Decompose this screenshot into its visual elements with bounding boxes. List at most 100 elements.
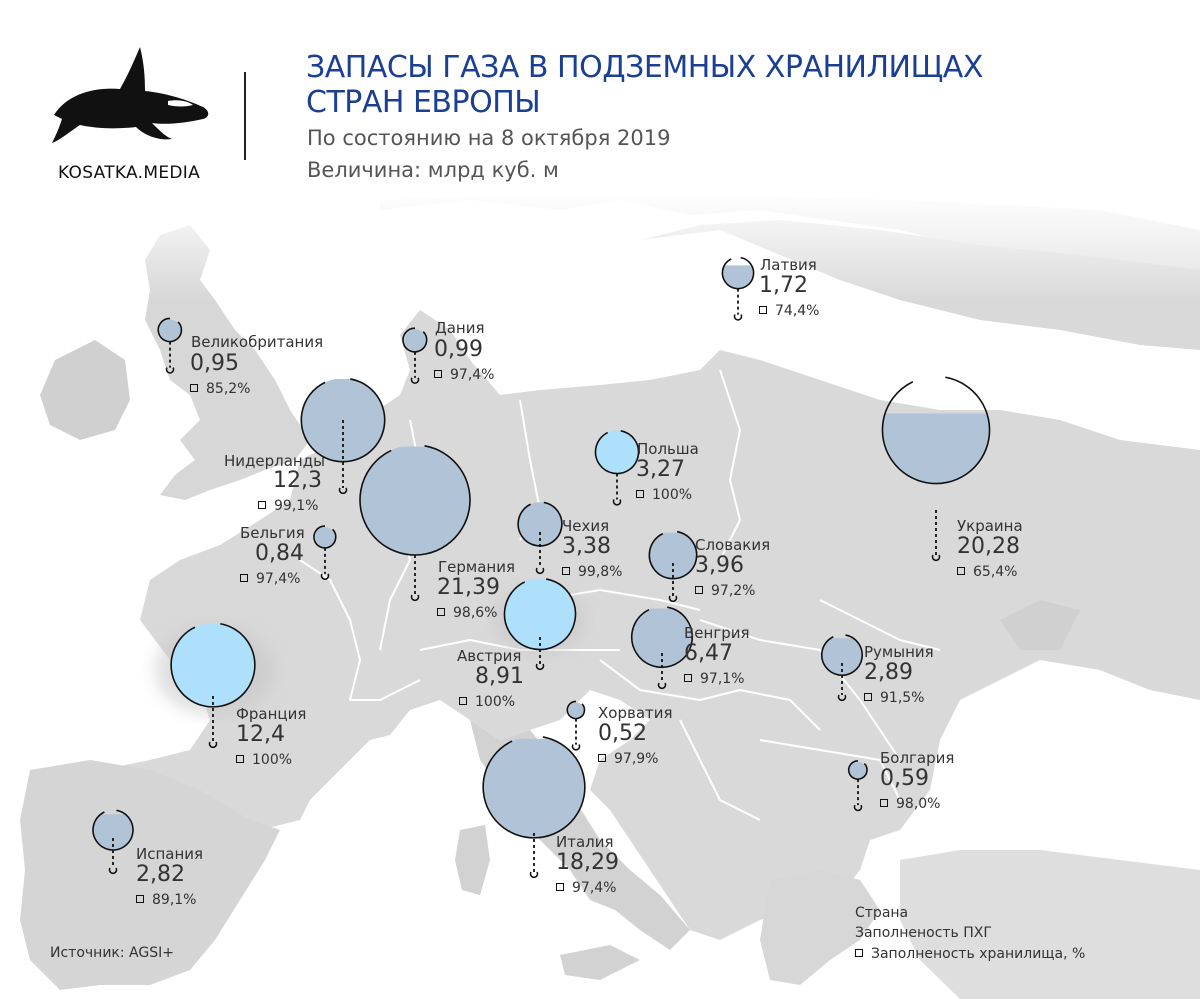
land-ireland	[40, 340, 130, 440]
country-name-italy: Италия	[556, 833, 614, 851]
country-name-austria: Австрия	[457, 647, 522, 665]
bubble-outline-italy	[482, 735, 586, 839]
country-name-poland: Польша	[637, 440, 699, 458]
borders	[299, 369, 941, 821]
land-greece	[760, 870, 880, 985]
fill-percent-text: 100%	[652, 487, 693, 503]
country-name-croatia: Хорватия	[598, 704, 673, 722]
fill-percent-text: 85,2%	[206, 381, 251, 397]
bubble-fill-belgium	[315, 527, 335, 547]
country-fill-belgium: 97,4%	[240, 571, 300, 587]
land-crimea	[1000, 600, 1080, 650]
fill-square-icon	[880, 799, 888, 807]
country-name-netherlands: Нидерланды	[224, 452, 325, 470]
bubble-outline-spain	[92, 809, 134, 851]
country-fill-france: 100%	[236, 752, 292, 768]
bubble-outline-austria	[503, 577, 577, 651]
bubble-fill-croatia	[568, 702, 584, 718]
fill-percent-text: 97,4%	[572, 880, 617, 896]
country-name-denmark: Дания	[435, 319, 485, 337]
bubble-fill-poland	[595, 430, 639, 474]
country-fill-germany: 98,6%	[437, 605, 497, 621]
legend-value: Заполненость ПХГ	[855, 925, 992, 941]
brand-name: KOSATKA.MEDIA	[58, 163, 201, 183]
anchor-belgium	[320, 573, 330, 580]
anchor-uk	[165, 367, 175, 374]
bubble-outline-belgium	[313, 525, 337, 549]
country-value-spain: 2,82	[136, 862, 185, 887]
bubble-outline-ukraine	[881, 375, 991, 485]
fill-percent-text: 91,5%	[880, 690, 925, 706]
country-name-france: Франция	[236, 705, 307, 723]
country-fill-romania: 91,5%	[864, 690, 924, 706]
fill-square-icon	[759, 306, 767, 314]
country-fill-czechia: 99,8%	[562, 564, 622, 580]
country-fill-poland: 100%	[636, 487, 692, 503]
country-value-belgium: 0,84	[255, 541, 304, 566]
bubble-outline-romania	[820, 633, 864, 677]
country-fill-italy: 97,4%	[556, 880, 616, 896]
country-value-netherlands: 12,3	[273, 468, 322, 493]
fill-square-icon	[459, 697, 467, 705]
country-value-latvia: 1,72	[759, 273, 808, 298]
country-name-czechia: Чехия	[562, 517, 610, 535]
fill-percent-text: 98,6%	[453, 605, 498, 621]
country-value-germany: 21,39	[437, 575, 500, 600]
fill-percent-text: 97,2%	[711, 583, 756, 599]
anchor-hungary	[657, 682, 667, 690]
bubble-croatia	[566, 700, 586, 720]
fill-percent-text: 65,4%	[973, 564, 1018, 580]
country-value-ukraine: 20,28	[957, 534, 1020, 559]
country-fill-croatia: 97,9%	[598, 751, 658, 767]
storage-markers	[92, 256, 991, 879]
anchor-bulgaria	[853, 804, 863, 812]
bubble-outline-uk	[157, 317, 183, 343]
legend-country: Страна	[855, 905, 909, 921]
country-value-slovakia: 3,96	[695, 553, 744, 578]
country-fill-slovakia: 97,2%	[695, 583, 755, 599]
bubble-outline-bulgaria	[847, 760, 868, 780]
anchor-poland	[612, 499, 622, 506]
legend-square-icon	[855, 949, 863, 957]
fill-percent-text: 89,1%	[152, 892, 197, 908]
bubble-outline-slovakia	[648, 530, 698, 580]
country-name-germany: Германия	[438, 558, 515, 576]
fill-percent-text: 99,1%	[274, 498, 319, 514]
subtitle-unit: Величина: млрд куб. м	[307, 158, 559, 182]
bubble-uk	[157, 317, 183, 343]
land-turkey	[900, 850, 1200, 999]
bubble-fill-italy	[483, 738, 585, 838]
anchor-ukraine	[931, 554, 941, 562]
fill-percent-text: 99,8%	[578, 564, 623, 580]
fill-square-icon	[562, 567, 570, 575]
bubble-outline-germany	[359, 444, 471, 556]
bubble-outline-poland	[594, 429, 640, 475]
legend-percent-text: Заполненость хранилища, %	[871, 946, 1086, 962]
header-divider	[244, 72, 246, 160]
country-name-bulgaria: Болгария	[880, 749, 955, 767]
fill-percent-text: 97,4%	[450, 367, 495, 383]
country-value-italy: 18,29	[556, 850, 619, 875]
country-name-romania: Румыния	[864, 643, 934, 661]
anchor-romania	[837, 694, 847, 702]
bubble-outline-croatia	[566, 700, 586, 720]
bubble-fill-uk	[159, 319, 181, 341]
bubble-outline-denmark	[402, 327, 428, 353]
country-fill-bulgaria: 98,0%	[880, 796, 940, 812]
country-fill-netherlands: 99,1%	[258, 498, 318, 514]
land-mass	[20, 195, 1200, 999]
fill-percent-text: 97,4%	[256, 571, 301, 587]
country-fill-spain: 89,1%	[136, 892, 196, 908]
country-value-poland: 3,27	[636, 457, 685, 482]
fill-square-icon	[636, 490, 644, 498]
anchor-denmark	[410, 377, 420, 384]
anchor-austria	[535, 663, 545, 671]
anchor-latvia	[733, 314, 743, 321]
bubble-outline-czechia	[517, 501, 563, 547]
bubble-fill-latvia	[722, 265, 754, 289]
country-name-latvia: Латвия	[760, 256, 817, 274]
country-fill-ukraine: 65,4%	[957, 564, 1017, 580]
country-name-hungary: Венгрия	[684, 624, 750, 642]
country-name-ukraine: Украина	[957, 517, 1023, 535]
